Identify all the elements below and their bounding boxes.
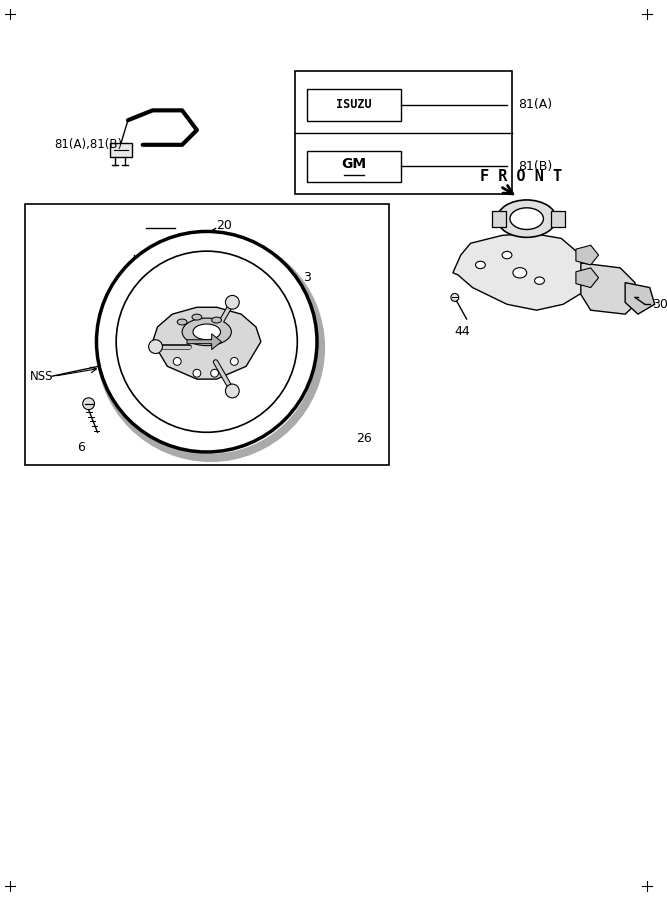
Polygon shape bbox=[453, 233, 591, 310]
Text: GM: GM bbox=[342, 157, 366, 170]
Text: NSS: NSS bbox=[29, 370, 53, 382]
Text: 81(A),81(B): 81(A),81(B) bbox=[54, 139, 122, 151]
Text: 6: 6 bbox=[77, 441, 85, 454]
Ellipse shape bbox=[192, 314, 202, 320]
Ellipse shape bbox=[193, 324, 221, 339]
Ellipse shape bbox=[211, 317, 221, 323]
Ellipse shape bbox=[513, 267, 527, 278]
Polygon shape bbox=[153, 307, 261, 379]
Ellipse shape bbox=[497, 200, 556, 238]
Circle shape bbox=[230, 357, 238, 365]
Text: 20: 20 bbox=[217, 219, 233, 232]
Text: 26: 26 bbox=[356, 432, 372, 446]
Polygon shape bbox=[187, 334, 221, 349]
Text: 44: 44 bbox=[455, 325, 471, 338]
Polygon shape bbox=[576, 245, 598, 265]
Bar bbox=[552, 211, 565, 227]
Bar bbox=[307, 150, 401, 182]
Circle shape bbox=[149, 339, 163, 354]
Ellipse shape bbox=[476, 261, 486, 268]
Bar bbox=[307, 89, 401, 121]
Circle shape bbox=[116, 251, 297, 432]
Polygon shape bbox=[581, 263, 638, 314]
Text: ISUZU: ISUZU bbox=[336, 98, 372, 112]
Ellipse shape bbox=[534, 277, 544, 284]
Polygon shape bbox=[118, 206, 213, 255]
Text: F R O N T: F R O N T bbox=[480, 169, 562, 184]
Circle shape bbox=[137, 279, 145, 286]
Text: 5: 5 bbox=[157, 276, 165, 289]
Ellipse shape bbox=[502, 251, 512, 259]
Bar bbox=[492, 211, 506, 227]
Circle shape bbox=[83, 398, 95, 410]
Circle shape bbox=[225, 295, 239, 310]
Text: 81(A): 81(A) bbox=[518, 98, 552, 112]
Circle shape bbox=[97, 231, 317, 452]
Text: 3: 3 bbox=[303, 271, 311, 284]
Polygon shape bbox=[576, 268, 598, 288]
Circle shape bbox=[451, 293, 459, 302]
Ellipse shape bbox=[182, 318, 231, 346]
Bar bbox=[110, 143, 132, 157]
Polygon shape bbox=[625, 283, 655, 314]
Bar bbox=[25, 204, 389, 464]
Text: 30: 30 bbox=[652, 298, 667, 310]
Text: 81(B): 81(B) bbox=[518, 160, 552, 173]
Ellipse shape bbox=[145, 221, 176, 236]
Circle shape bbox=[225, 384, 239, 398]
Circle shape bbox=[193, 369, 201, 377]
Bar bbox=[295, 71, 512, 194]
Polygon shape bbox=[133, 274, 149, 292]
Ellipse shape bbox=[177, 320, 187, 325]
Circle shape bbox=[211, 369, 219, 377]
Circle shape bbox=[173, 357, 181, 365]
Ellipse shape bbox=[510, 208, 544, 230]
